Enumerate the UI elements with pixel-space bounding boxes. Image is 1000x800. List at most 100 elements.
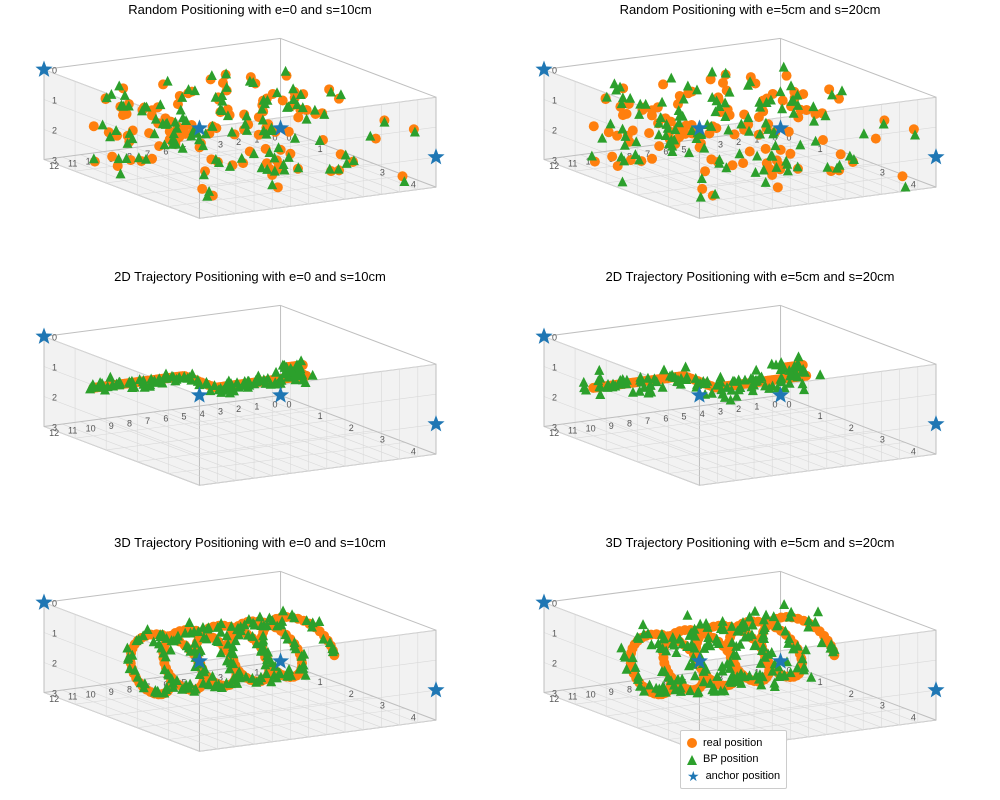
svg-text:9: 9 <box>109 421 114 431</box>
svg-text:1: 1 <box>52 362 57 372</box>
svg-text:2: 2 <box>236 404 241 414</box>
svg-text:2: 2 <box>52 659 57 669</box>
svg-text:6: 6 <box>663 147 668 157</box>
svg-text:8: 8 <box>127 685 132 695</box>
svg-text:8: 8 <box>127 418 132 428</box>
svg-text:2: 2 <box>552 659 557 669</box>
svg-text:5: 5 <box>682 144 687 154</box>
svg-text:1: 1 <box>818 411 823 421</box>
svg-text:1: 1 <box>552 96 557 106</box>
legend-item: ★ anchor position <box>687 768 780 785</box>
legend-marker-triangle-icon <box>687 755 697 765</box>
svg-text:2: 2 <box>349 689 354 699</box>
svg-text:1: 1 <box>552 362 557 372</box>
svg-text:6: 6 <box>663 413 668 423</box>
legend-label: anchor position <box>706 768 781 785</box>
svg-text:3: 3 <box>718 140 723 150</box>
svg-text:4: 4 <box>911 179 916 189</box>
legend-item: BP position <box>687 751 780 768</box>
svg-text:0: 0 <box>552 599 557 609</box>
svg-text:9: 9 <box>109 687 114 697</box>
svg-text:4: 4 <box>411 446 416 456</box>
svg-text:1: 1 <box>818 677 823 687</box>
svg-text:1: 1 <box>754 401 759 411</box>
svg-text:3: 3 <box>880 168 885 178</box>
svg-text:4: 4 <box>411 713 416 723</box>
svg-text:0: 0 <box>552 332 557 342</box>
subplot-title: Random Positioning with e=0 and s=10cm <box>0 2 500 17</box>
svg-text:1: 1 <box>52 96 57 106</box>
svg-text:3: 3 <box>552 422 557 432</box>
subplot-1: Random Positioning with e=5cm and s=20cm… <box>500 0 1000 267</box>
figure-grid: Random Positioning with e=0 and s=10cm 0 1… <box>0 0 1000 800</box>
legend-label: BP position <box>703 751 758 768</box>
svg-text:1: 1 <box>552 629 557 639</box>
svg-text:6: 6 <box>163 413 168 423</box>
svg-text:2: 2 <box>52 125 57 135</box>
svg-text:4: 4 <box>911 713 916 723</box>
svg-text:3: 3 <box>52 155 57 165</box>
svg-text:2: 2 <box>552 125 557 135</box>
svg-text:11: 11 <box>568 692 577 702</box>
svg-text:3: 3 <box>880 701 885 711</box>
svg-text:4: 4 <box>411 179 416 189</box>
svg-text:3: 3 <box>52 689 57 699</box>
svg-text:2: 2 <box>52 392 57 402</box>
subplot-5: 3D Trajectory Positioning with e=5cm and… <box>500 533 1000 800</box>
legend: real positionBP position★ anchor position <box>680 730 787 790</box>
svg-text:11: 11 <box>68 425 77 435</box>
svg-text:10: 10 <box>586 690 596 700</box>
svg-text:0: 0 <box>552 66 557 76</box>
subplot-title: 3D Trajectory Positioning with e=5cm and… <box>500 535 1000 550</box>
svg-text:3: 3 <box>380 701 385 711</box>
svg-text:11: 11 <box>568 425 577 435</box>
svg-text:3: 3 <box>380 168 385 178</box>
svg-text:2: 2 <box>849 689 854 699</box>
svg-text:3: 3 <box>880 434 885 444</box>
svg-text:9: 9 <box>609 687 614 697</box>
subplot-title: 3D Trajectory Positioning with e=0 and s… <box>0 535 500 550</box>
svg-text:3: 3 <box>218 406 223 416</box>
svg-text:3: 3 <box>52 422 57 432</box>
legend-item: real position <box>687 735 780 752</box>
legend-marker-star-icon: ★ <box>687 771 700 781</box>
svg-text:0: 0 <box>52 599 57 609</box>
subplot-0: Random Positioning with e=0 and s=10cm 0 1… <box>0 0 500 267</box>
axes-3d: 0123456789101112012340123 <box>500 267 1000 534</box>
svg-text:10: 10 <box>586 423 596 433</box>
svg-text:11: 11 <box>68 159 77 169</box>
svg-text:3: 3 <box>380 434 385 444</box>
subplot-4: 3D Trajectory Positioning with e=0 and s… <box>0 533 500 800</box>
svg-text:10: 10 <box>86 423 96 433</box>
subplot-3: 2D Trajectory Positioning with e=5cm and… <box>500 267 1000 534</box>
svg-text:8: 8 <box>627 685 632 695</box>
svg-text:5: 5 <box>182 411 187 421</box>
axes-3d: 0123456789101112012340123 <box>0 533 500 800</box>
legend-label: real position <box>703 735 762 752</box>
svg-text:1: 1 <box>318 677 323 687</box>
svg-text:2: 2 <box>552 392 557 402</box>
svg-text:1: 1 <box>318 144 323 154</box>
subplot-2: 2D Trajectory Positioning with e=0 and s… <box>0 267 500 534</box>
svg-text:0: 0 <box>52 66 57 76</box>
svg-text:3: 3 <box>718 406 723 416</box>
axes-3d: 0123456789101112012340123 <box>500 0 1000 267</box>
subplot-title: 2D Trajectory Positioning with e=0 and s… <box>0 269 500 284</box>
svg-text:7: 7 <box>145 416 150 426</box>
svg-text:8: 8 <box>627 418 632 428</box>
subplot-title: 2D Trajectory Positioning with e=5cm and… <box>500 269 1000 284</box>
legend-marker-circle-icon <box>687 738 697 748</box>
subplot-title: Random Positioning with e=5cm and s=20cm <box>500 2 1000 17</box>
svg-text:3: 3 <box>552 155 557 165</box>
axes-3d: 0123456789101112012340123 <box>0 267 500 534</box>
svg-text:2: 2 <box>849 423 854 433</box>
svg-text:4: 4 <box>200 409 205 419</box>
svg-text:0: 0 <box>52 332 57 342</box>
svg-text:1: 1 <box>254 401 259 411</box>
svg-text:0: 0 <box>787 399 792 409</box>
svg-text:2: 2 <box>736 404 741 414</box>
svg-text:4: 4 <box>911 446 916 456</box>
svg-text:3: 3 <box>218 140 223 150</box>
svg-text:5: 5 <box>682 411 687 421</box>
svg-text:0: 0 <box>287 399 292 409</box>
